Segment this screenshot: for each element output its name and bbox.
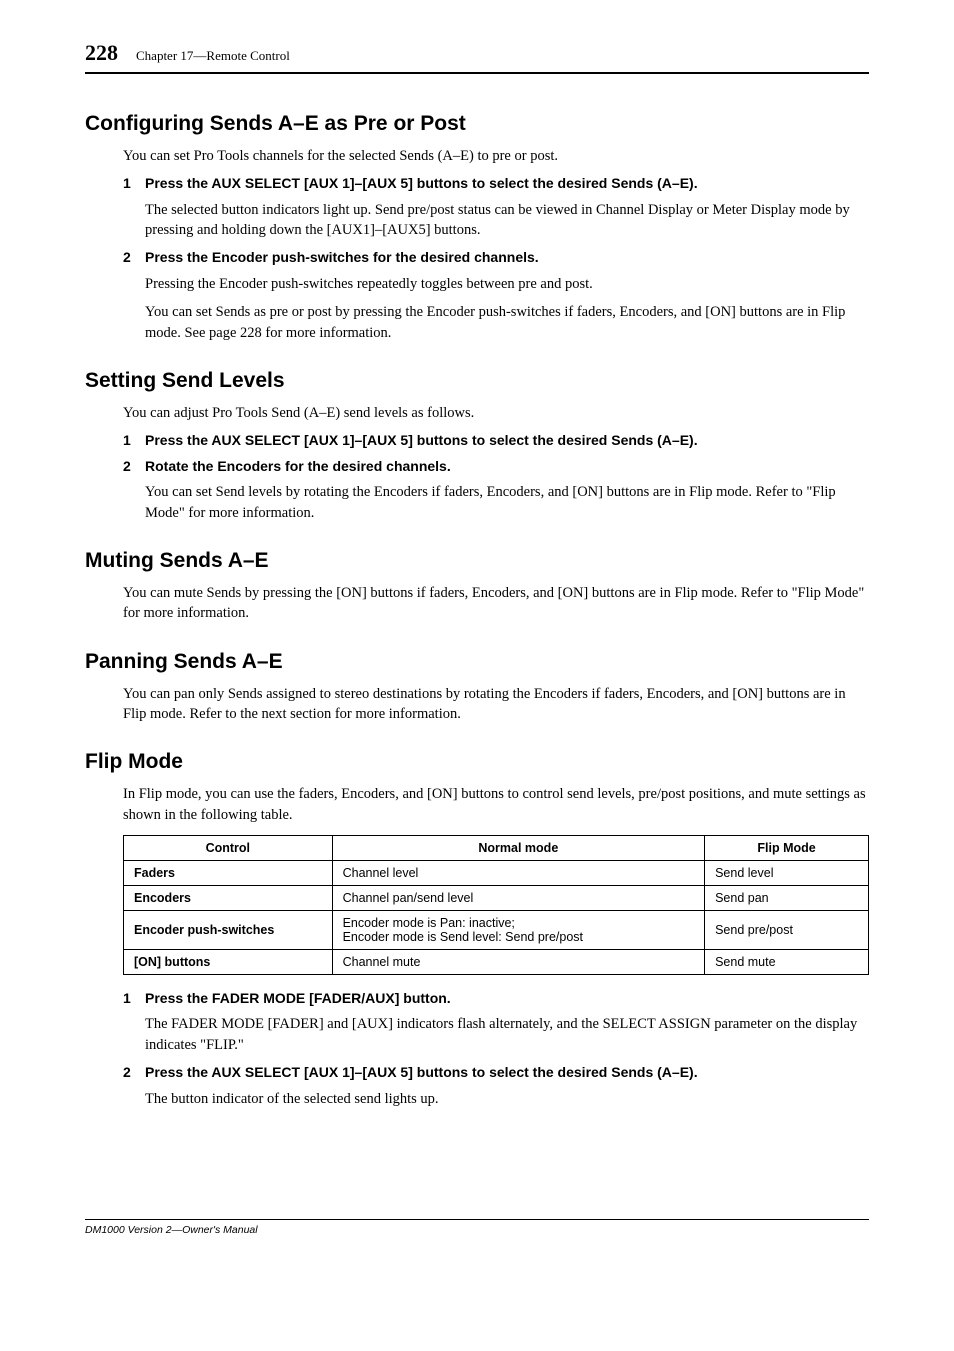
chapter-reference: Chapter 17—Remote Control xyxy=(136,48,290,64)
step-text: Press the FADER MODE [FADER/AUX] button. xyxy=(145,989,869,1009)
step-number: 2 xyxy=(123,1063,145,1083)
step-number: 1 xyxy=(123,431,145,451)
page-header: 228 Chapter 17—Remote Control xyxy=(85,40,869,74)
body-text: In Flip mode, you can use the faders, En… xyxy=(123,784,869,825)
section-heading-flip-mode: Flip Mode xyxy=(85,750,869,774)
body-text: You can set Send levels by rotating the … xyxy=(145,482,869,523)
section-heading-panning: Panning Sends A–E xyxy=(85,650,869,674)
table-header: Flip Mode xyxy=(705,835,869,860)
step-number: 1 xyxy=(123,989,145,1009)
table-cell: Channel mute xyxy=(332,949,705,974)
table-cell: Send mute xyxy=(705,949,869,974)
step-item: 1 Press the AUX SELECT [AUX 1]–[AUX 5] b… xyxy=(123,174,869,194)
table-row: [ON] buttons Channel mute Send mute xyxy=(124,949,869,974)
section-heading-setting-levels: Setting Send Levels xyxy=(85,369,869,393)
table-cell: Send level xyxy=(705,860,869,885)
step-item: 2 Rotate the Encoders for the desired ch… xyxy=(123,457,869,477)
table-cell: Encoder mode is Pan: inactive; Encoder m… xyxy=(332,910,705,949)
table-row: Encoder push-switches Encoder mode is Pa… xyxy=(124,910,869,949)
table-row: Encoders Channel pan/send level Send pan xyxy=(124,885,869,910)
table-cell: Encoder push-switches xyxy=(124,910,333,949)
table-cell: [ON] buttons xyxy=(124,949,333,974)
table-cell: Send pan xyxy=(705,885,869,910)
page-number: 228 xyxy=(85,40,118,66)
section-heading-muting: Muting Sends A–E xyxy=(85,549,869,573)
section-heading-configuring: Configuring Sends A–E as Pre or Post xyxy=(85,112,869,136)
table-header-row: Control Normal mode Flip Mode xyxy=(124,835,869,860)
body-text: The FADER MODE [FADER] and [AUX] indicat… xyxy=(145,1014,869,1055)
step-item: 1 Press the FADER MODE [FADER/AUX] butto… xyxy=(123,989,869,1009)
body-text: Pressing the Encoder push-switches repea… xyxy=(145,274,869,294)
step-number: 2 xyxy=(123,457,145,477)
step-item: 2 Press the Encoder push-switches for th… xyxy=(123,248,869,268)
step-text: Press the Encoder push-switches for the … xyxy=(145,248,869,268)
table-cell: Faders xyxy=(124,860,333,885)
step-text: Press the AUX SELECT [AUX 1]–[AUX 5] but… xyxy=(145,1063,869,1083)
step-number: 2 xyxy=(123,248,145,268)
body-text: You can mute Sends by pressing the [ON] … xyxy=(123,583,869,624)
body-text: You can adjust Pro Tools Send (A–E) send… xyxy=(123,403,869,423)
body-text: The button indicator of the selected sen… xyxy=(145,1089,869,1109)
step-text: Press the AUX SELECT [AUX 1]–[AUX 5] but… xyxy=(145,431,869,451)
page-footer: DM1000 Version 2—Owner's Manual xyxy=(85,1219,869,1236)
step-number: 1 xyxy=(123,174,145,194)
step-text: Press the AUX SELECT [AUX 1]–[AUX 5] but… xyxy=(145,174,869,194)
body-text: You can set Pro Tools channels for the s… xyxy=(123,146,869,166)
table-header: Normal mode xyxy=(332,835,705,860)
body-text: You can pan only Sends assigned to stere… xyxy=(123,684,869,725)
table-cell: Encoders xyxy=(124,885,333,910)
table-header: Control xyxy=(124,835,333,860)
body-text: You can set Sends as pre or post by pres… xyxy=(145,302,869,343)
flip-mode-table: Control Normal mode Flip Mode Faders Cha… xyxy=(123,835,869,975)
step-text: Rotate the Encoders for the desired chan… xyxy=(145,457,869,477)
body-text: The selected button indicators light up.… xyxy=(145,200,869,241)
step-item: 1 Press the AUX SELECT [AUX 1]–[AUX 5] b… xyxy=(123,431,869,451)
step-item: 2 Press the AUX SELECT [AUX 1]–[AUX 5] b… xyxy=(123,1063,869,1083)
table-row: Faders Channel level Send level xyxy=(124,860,869,885)
table-cell: Channel pan/send level xyxy=(332,885,705,910)
table-cell: Send pre/post xyxy=(705,910,869,949)
page-content: Configuring Sends A–E as Pre or Post You… xyxy=(123,112,869,1236)
table-cell: Channel level xyxy=(332,860,705,885)
